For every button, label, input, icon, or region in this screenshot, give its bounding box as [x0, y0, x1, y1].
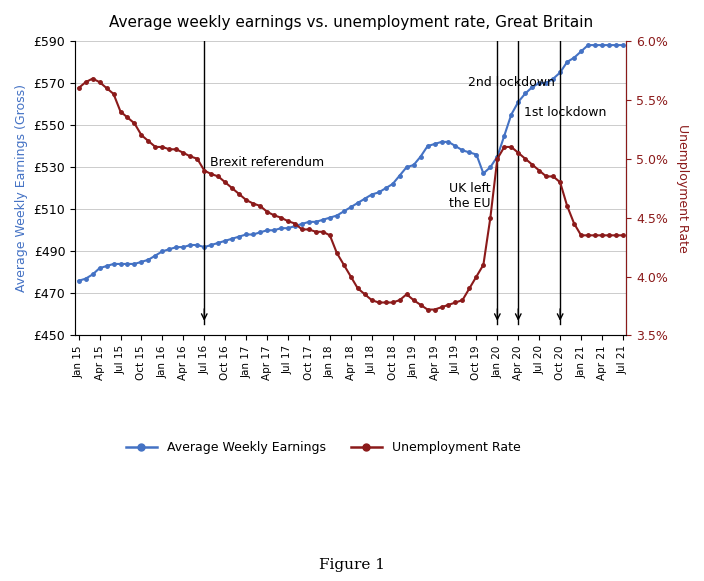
Y-axis label: Unemployment Rate: Unemployment Rate — [676, 124, 689, 253]
Y-axis label: Average Weekly Earnings (Gross): Average Weekly Earnings (Gross) — [15, 84, 28, 292]
Text: UK left
the EU: UK left the EU — [448, 182, 491, 210]
Text: 1st lockdown: 1st lockdown — [524, 106, 606, 119]
Text: Figure 1: Figure 1 — [319, 558, 385, 572]
Text: 2nd lockdown: 2nd lockdown — [467, 77, 555, 89]
Text: Brexit referendum: Brexit referendum — [210, 156, 324, 170]
Legend: Average Weekly Earnings, Unemployment Rate: Average Weekly Earnings, Unemployment Ra… — [120, 436, 526, 459]
Title: Average weekly earnings vs. unemployment rate, Great Britain: Average weekly earnings vs. unemployment… — [108, 15, 593, 30]
